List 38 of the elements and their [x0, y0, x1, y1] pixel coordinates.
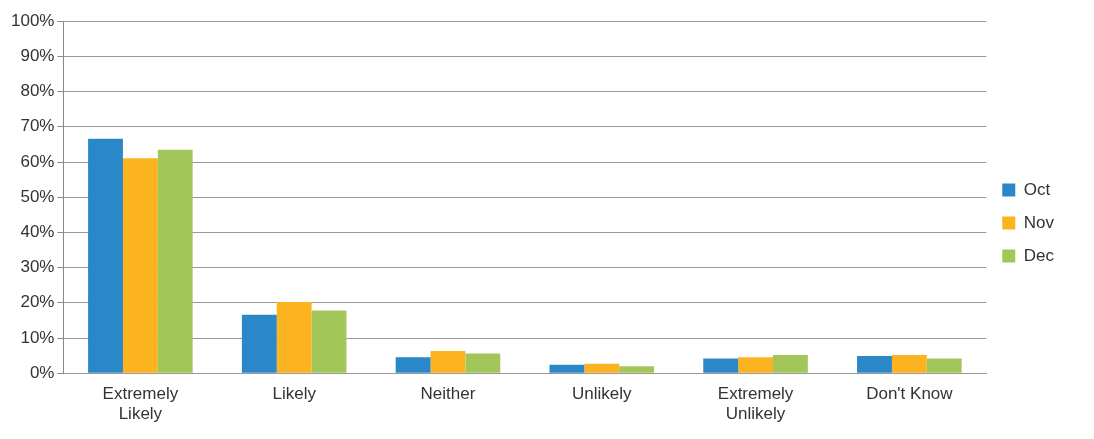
y-tick-label: 0%: [29, 362, 55, 382]
bar: [926, 358, 962, 373]
bar: [157, 149, 193, 373]
y-tick-label: 10%: [20, 327, 55, 347]
x-tick-label: Extremely Unlikely: [717, 384, 794, 424]
bar: [88, 138, 123, 373]
bar: [122, 158, 158, 373]
y-tick-label: 40%: [20, 222, 55, 242]
x-tick-label: Don't Know: [866, 384, 954, 404]
bar: [465, 353, 501, 373]
bar: [703, 358, 739, 373]
bar: [584, 363, 620, 373]
bar: [276, 302, 312, 373]
bar: [241, 314, 277, 373]
y-tick-label: 60%: [20, 151, 55, 171]
y-tick-label: 90%: [20, 46, 55, 66]
legend-label: Dec: [1023, 245, 1055, 265]
x-tick-label: Extremely Likely: [102, 384, 179, 424]
bar: [619, 366, 655, 373]
bar: [738, 357, 773, 373]
y-tick-label: 50%: [20, 186, 55, 206]
y-tick-label: 20%: [20, 292, 55, 312]
bar: [773, 354, 808, 373]
legend-label: Oct: [1023, 179, 1051, 199]
y-tick-label: 30%: [20, 257, 55, 277]
bar: [430, 351, 466, 373]
bar: [857, 355, 892, 373]
legend-label: Nov: [1023, 212, 1055, 232]
bar: [891, 354, 927, 373]
x-tick-label: Neither: [420, 384, 476, 404]
x-tick-label: Unlikely: [572, 384, 633, 404]
bar: [395, 357, 431, 373]
x-tick-label: Likely: [272, 384, 317, 404]
y-tick-label: 80%: [20, 81, 55, 101]
bar: [311, 310, 347, 373]
y-tick-label: 70%: [20, 116, 55, 136]
bar: [549, 364, 585, 373]
y-tick-label: 100%: [11, 10, 55, 30]
